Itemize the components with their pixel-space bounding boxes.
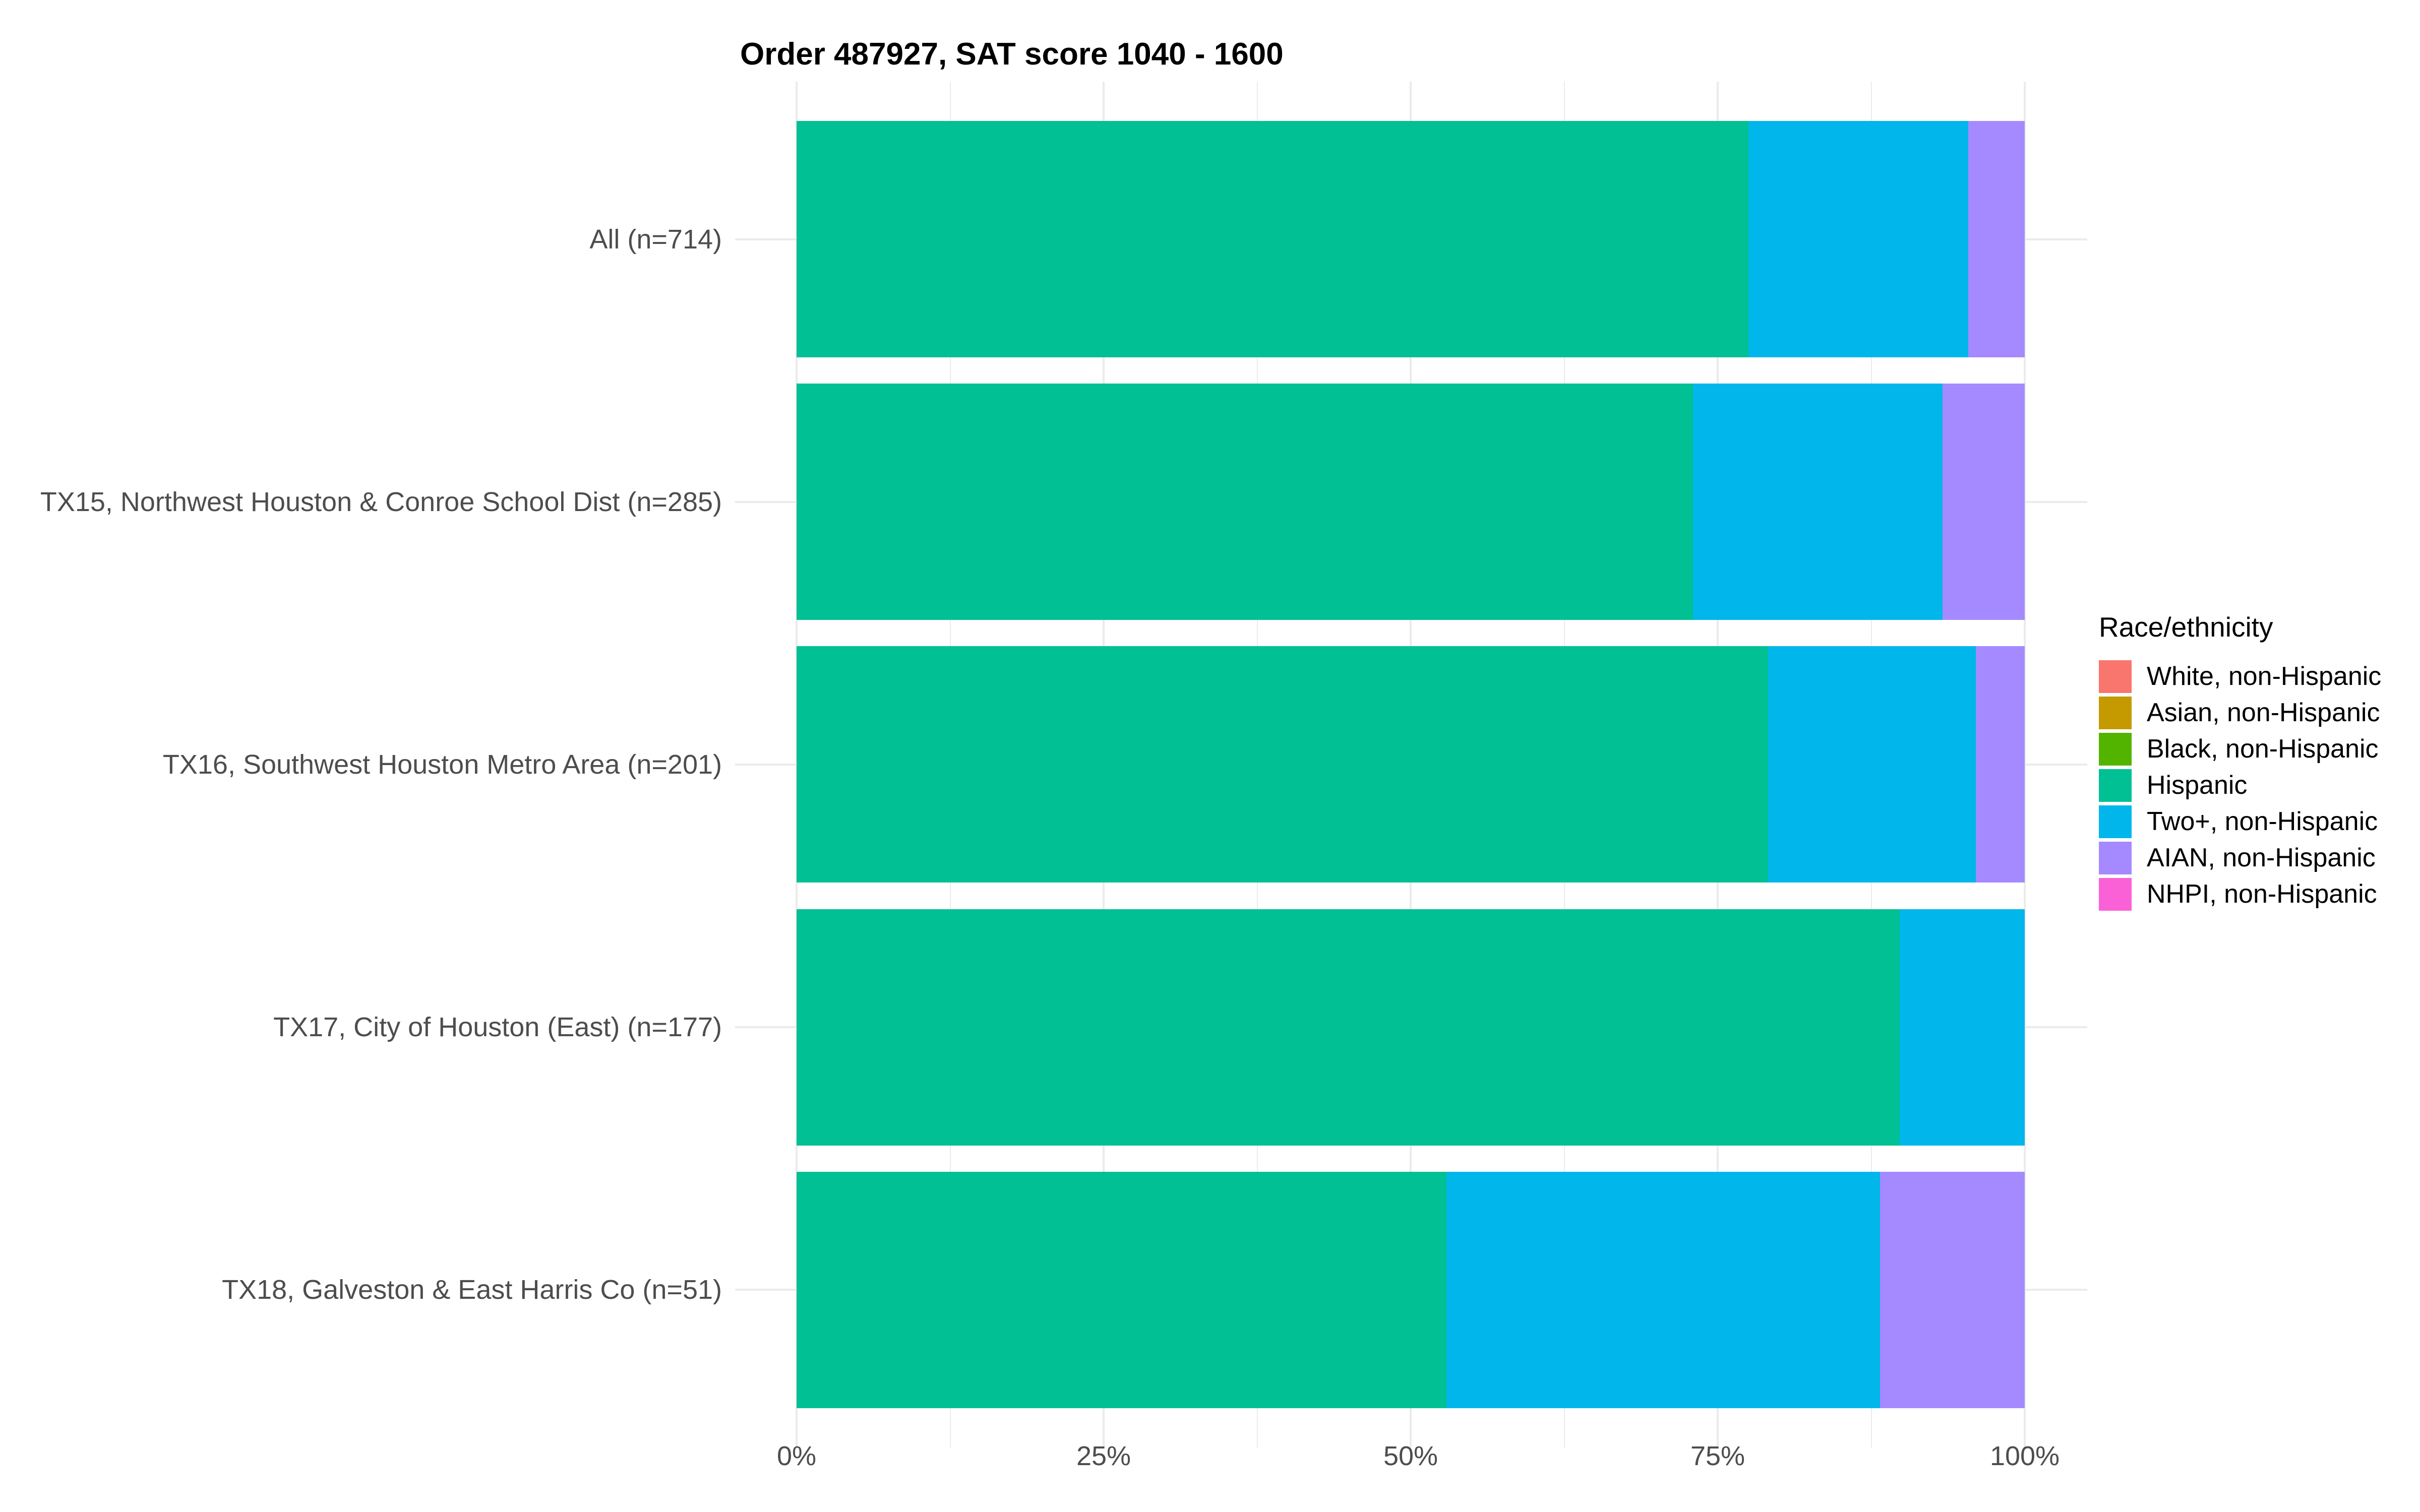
bar-segment-hispanic	[797, 1171, 1446, 1408]
legend-item: AIAN, non-Hispanic	[2099, 840, 2381, 876]
legend-item: Hispanic	[2099, 767, 2381, 803]
legend-swatch-icon	[2099, 805, 2132, 838]
y-axis-label: TX15, Northwest Houston & Conroe School …	[40, 486, 722, 517]
y-axis-label: TX16, Southwest Houston Metro Area (n=20…	[162, 749, 722, 780]
bar-segment-aian-non-hispanic	[1975, 646, 2025, 883]
bar-segment-two-non-hispanic	[1768, 646, 1976, 883]
legend-item: Two+, non-Hispanic	[2099, 803, 2381, 840]
legend-label: Asian, non-Hispanic	[2147, 698, 2380, 727]
y-axis-label: TX17, City of Houston (East) (n=177)	[273, 1012, 722, 1043]
legend-label: Hispanic	[2147, 771, 2248, 800]
bar-segment-aian-non-hispanic	[1942, 384, 2025, 620]
x-axis-tick-label: 100%	[1989, 1441, 2060, 1471]
bar-row	[797, 646, 2025, 883]
bar-segment-hispanic	[797, 384, 1693, 620]
legend-swatch-icon	[2099, 769, 2132, 802]
legend-item: White, non-Hispanic	[2099, 658, 2381, 695]
bar-segment-hispanic	[797, 909, 1900, 1146]
y-axis-label: All (n=714)	[589, 224, 722, 255]
bar-segment-hispanic	[797, 646, 1768, 883]
x-axis-tick-label: 50%	[1383, 1441, 1438, 1471]
legend-swatch-icon	[2099, 877, 2132, 911]
legend-label: AIAN, non-Hispanic	[2147, 843, 2376, 872]
bar-row	[797, 384, 2025, 620]
legend-label: White, non-Hispanic	[2147, 662, 2382, 691]
bar-segment-aian-non-hispanic	[1968, 121, 2025, 358]
legend-item: Black, non-Hispanic	[2099, 731, 2381, 767]
legend-swatch-icon	[2099, 696, 2132, 729]
x-axis-tick-label: 75%	[1690, 1441, 1745, 1471]
bar-row	[797, 121, 2025, 358]
legend-item: Asian, non-Hispanic	[2099, 695, 2381, 731]
bar-segment-aian-non-hispanic	[1880, 1171, 2025, 1408]
bar-segment-two-non-hispanic	[1748, 121, 1968, 358]
legend-title: Race/ethnicity	[2099, 611, 2273, 643]
bar-segment-hispanic	[797, 121, 1748, 358]
legend-swatch-icon	[2099, 841, 2132, 874]
legend-swatch-icon	[2099, 660, 2132, 693]
bar-segment-two-non-hispanic	[1899, 909, 2025, 1146]
x-axis-tick-label: 25%	[1076, 1441, 1131, 1471]
bar-row	[797, 909, 2025, 1146]
legend-label: Two+, non-Hispanic	[2147, 807, 2378, 836]
legend: Race/ethnicity White, non-Hispanic Asian,…	[2099, 611, 2381, 912]
bar-segment-two-non-hispanic	[1693, 384, 1943, 620]
x-axis-tick-label: 0%	[776, 1441, 817, 1471]
legend-label: Black, non-Hispanic	[2147, 734, 2379, 764]
y-axis-label: TX18, Galveston & East Harris Co (n=51)	[222, 1275, 722, 1305]
plot-panel	[735, 82, 2087, 1447]
legend-item: NHPI, non-Hispanic	[2099, 876, 2381, 912]
bar-segment-two-non-hispanic	[1446, 1171, 1880, 1408]
legend-items: White, non-Hispanic Asian, non-Hispanic Bl…	[2099, 658, 2381, 912]
legend-swatch-icon	[2099, 732, 2132, 766]
chart-title: Order 487927, SAT score 1040 - 1600	[740, 37, 1284, 72]
bar-row	[797, 1171, 2025, 1408]
legend-label: NHPI, non-Hispanic	[2147, 879, 2377, 909]
